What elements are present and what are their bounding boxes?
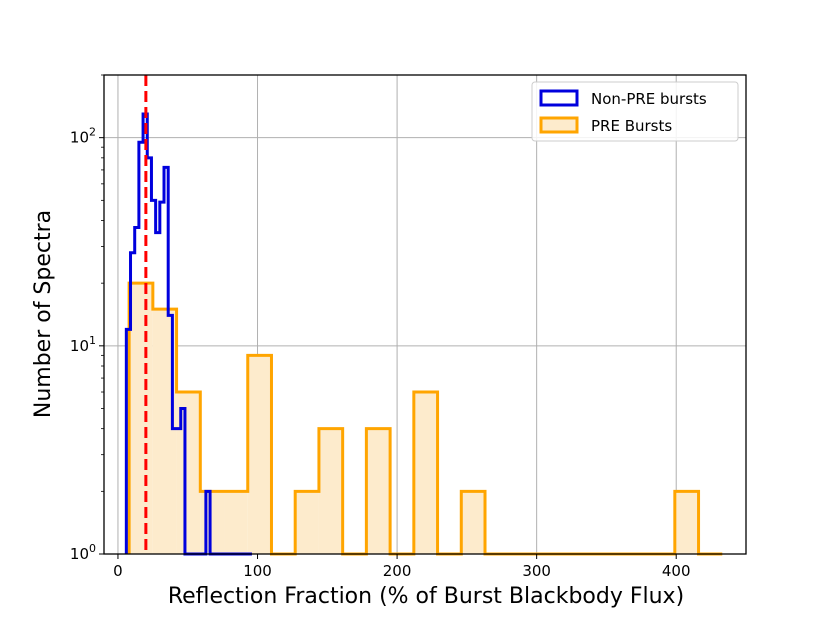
plot-frame	[103, 74, 747, 555]
x-tick-label: 400	[662, 562, 691, 580]
pre-bursts-bar	[295, 491, 319, 554]
pre-bursts-bar	[152, 309, 177, 554]
pre-bursts-bar	[461, 491, 486, 554]
y-tick-label: 101	[70, 334, 96, 355]
pre-bursts-bar	[318, 428, 343, 554]
pre-bursts-bar	[176, 392, 201, 554]
legend-box	[531, 81, 739, 142]
pre-bursts-bar	[129, 283, 153, 554]
pre-bursts-bar	[366, 428, 391, 554]
pre-bursts-bar	[247, 355, 272, 554]
legend-label-non-pre: Non-PRE bursts	[591, 90, 707, 108]
pre-bursts-bar	[674, 491, 699, 554]
legend-swatch-non-pre	[539, 89, 579, 107]
legend-label-pre: PRE Bursts	[591, 117, 672, 135]
pre-bursts-bar	[413, 392, 438, 554]
x-tick-label: 0	[113, 562, 123, 580]
x-axis-label: Reflection Fraction (% of Burst Blackbod…	[168, 584, 684, 609]
x-tick-label: 200	[383, 562, 412, 580]
x-tick-label: 300	[522, 562, 551, 580]
series-pre-bursts	[127, 281, 723, 556]
axis-ticks: 0 100 200 300 400 100 101 102	[70, 74, 691, 580]
y-tick-label: 100	[70, 542, 96, 563]
legend: Non-PRE bursts PRE Bursts	[531, 81, 739, 142]
pre-bursts-bar	[224, 491, 248, 554]
x-tick-label: 100	[243, 562, 272, 580]
pre-bursts-bar	[200, 491, 225, 554]
legend-swatch-pre	[539, 116, 579, 134]
y-tick-label: 102	[70, 126, 96, 147]
y-axis-label: Number of Spectra	[31, 210, 56, 418]
